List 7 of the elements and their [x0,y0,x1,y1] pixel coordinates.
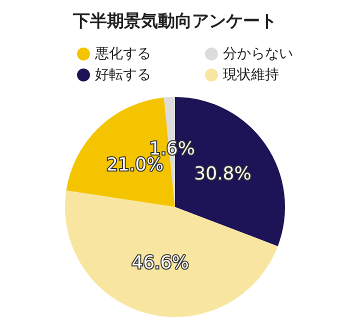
chart-title: 下半期景気動向アンケート [72,12,277,32]
data-label: 30.8% [194,164,252,185]
legend-label: 悪化する [94,46,151,62]
legend-label: 現状維持 [223,67,279,83]
legend-label: 分からない [223,46,293,62]
data-label: 46.6% [132,252,189,274]
legend-label: 好転する [95,67,151,83]
